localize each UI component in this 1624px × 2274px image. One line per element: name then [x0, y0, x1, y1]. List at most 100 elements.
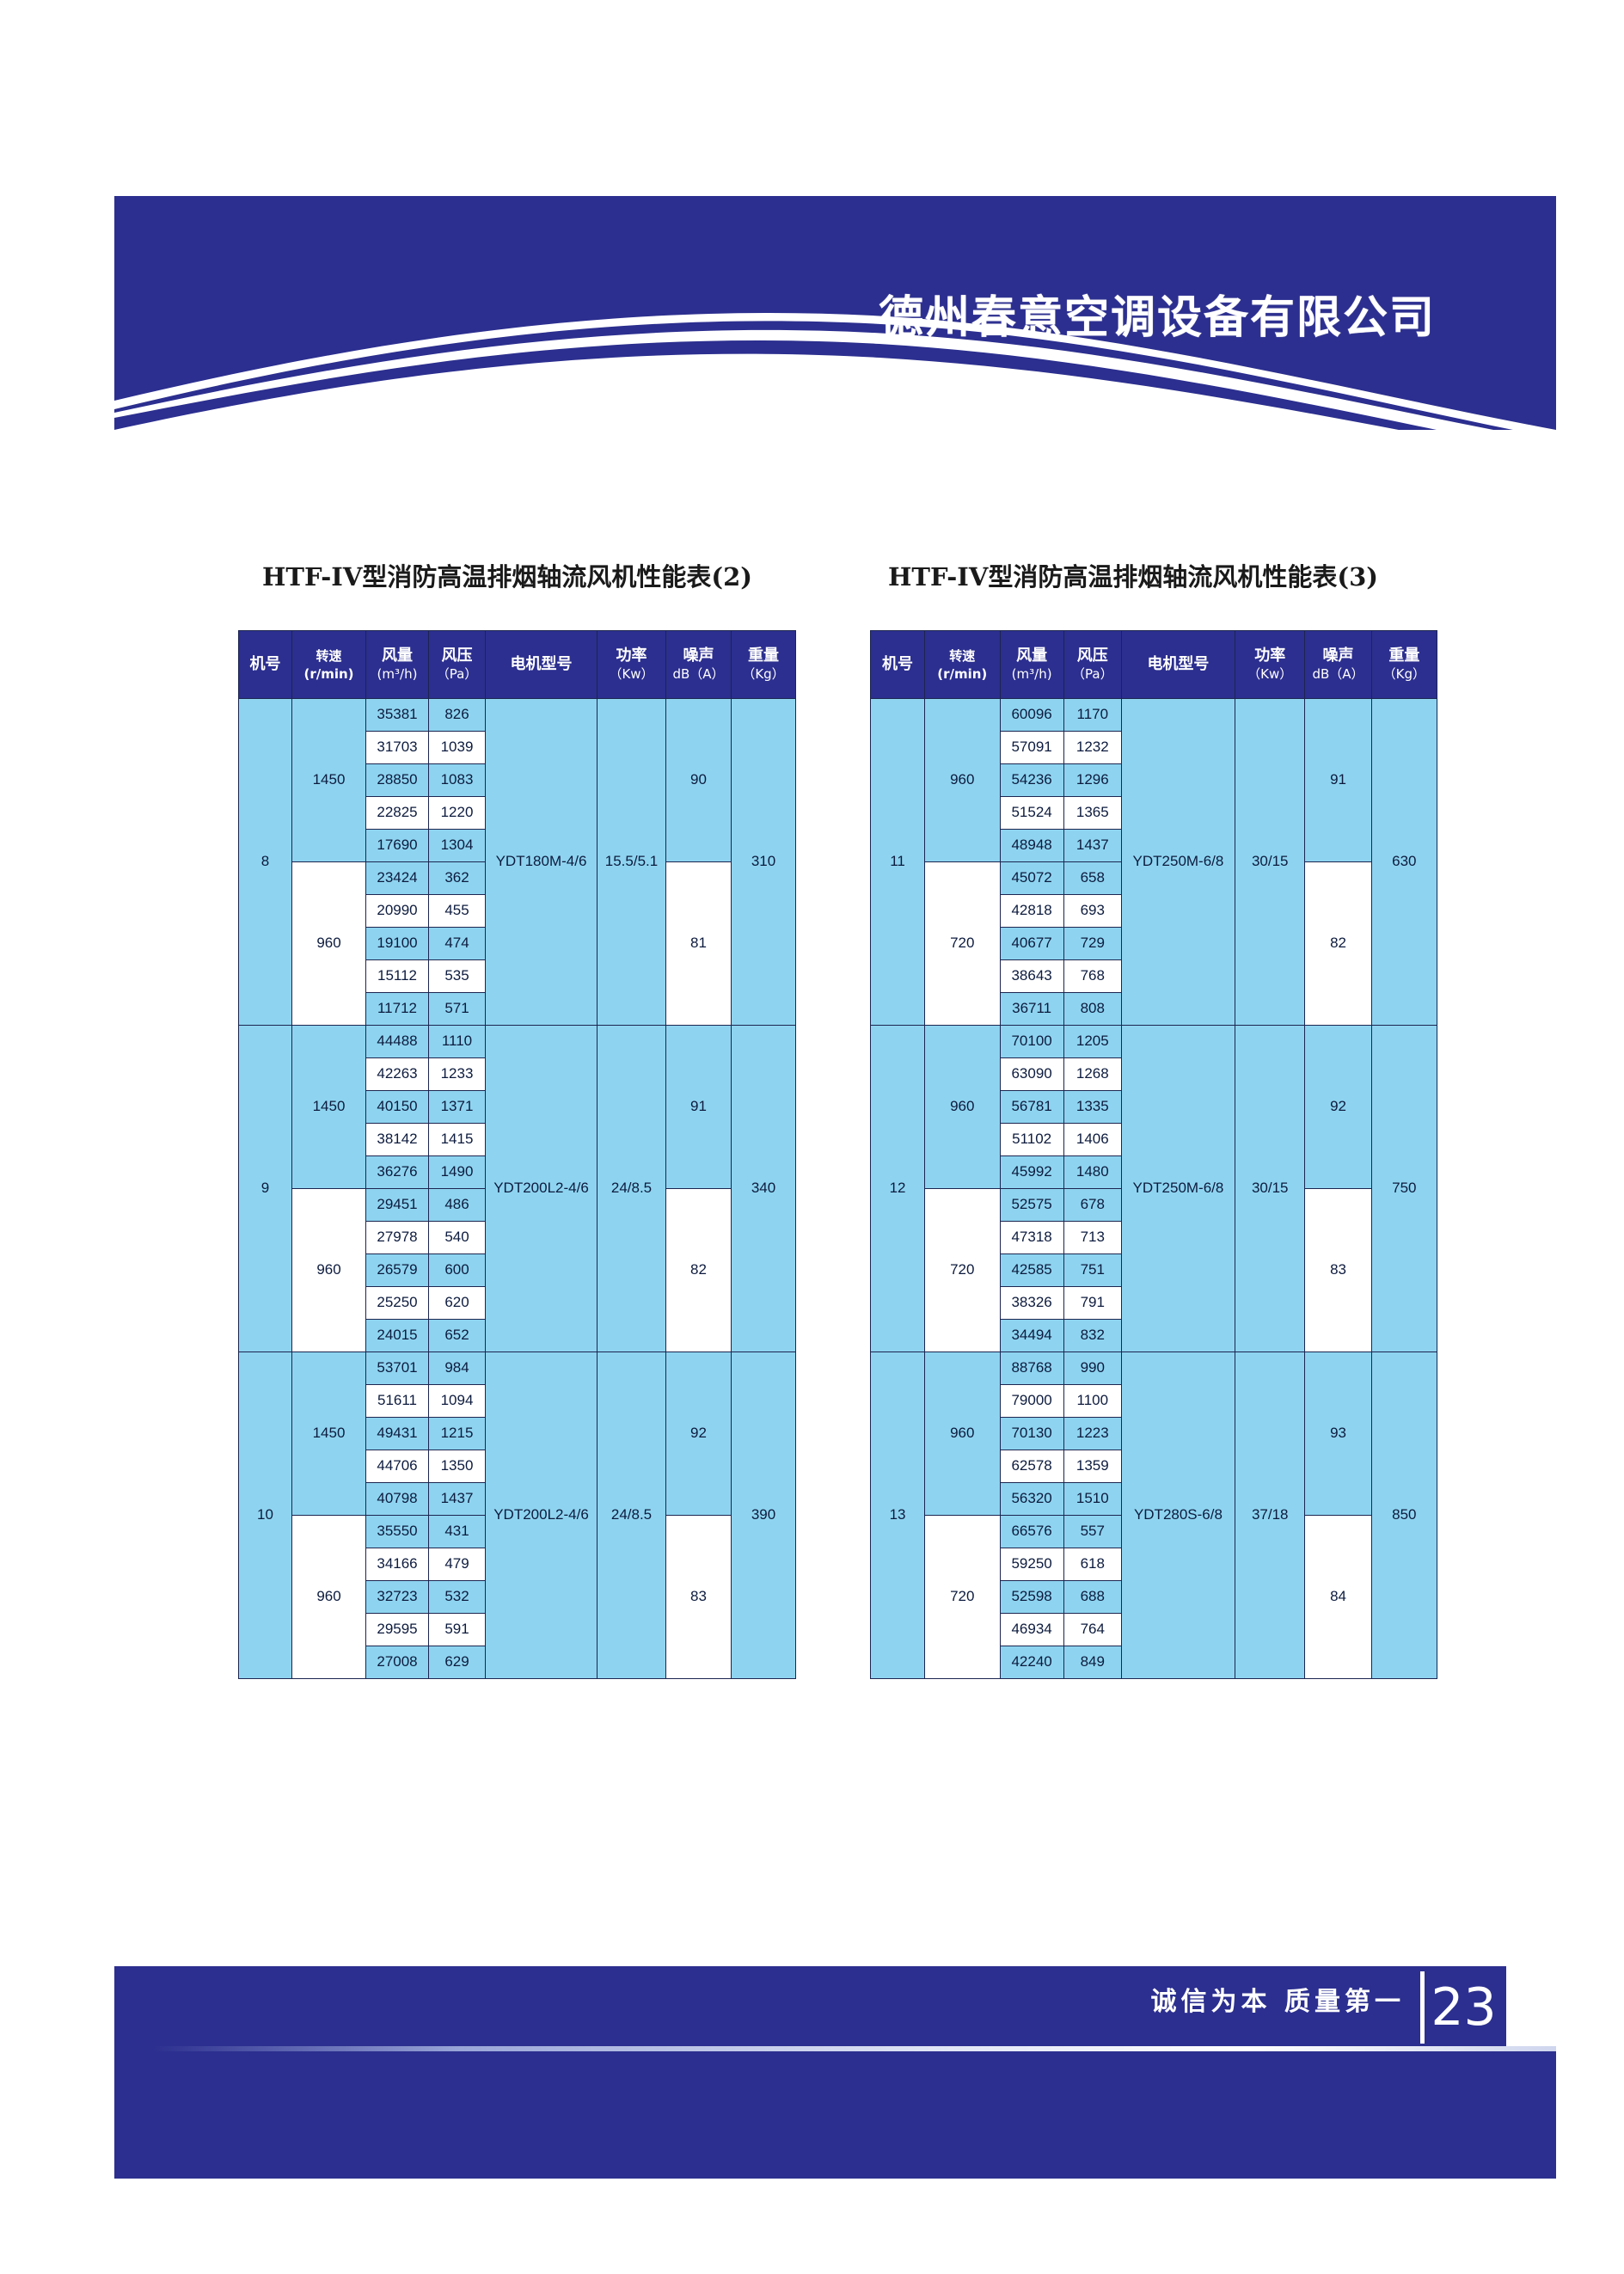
cell-pressure: 791: [1063, 1286, 1122, 1320]
table-row: 48948 1437: [871, 829, 1437, 862]
table-row: 11 960 60096 1170 YDT250M-6/8 30/15 91 630: [869, 698, 1438, 1026]
table-row: 51611 1094: [239, 1384, 796, 1418]
table-row: 38326 791: [871, 1286, 1437, 1320]
table-2-title: HTF-IV型消防高温排烟轴流风机性能表(2): [262, 562, 752, 591]
cell-pressure: 1100: [1063, 1384, 1122, 1418]
cell-pressure: 431: [428, 1515, 486, 1548]
cell-airflow: 54236: [999, 763, 1064, 797]
cell-pressure: 1406: [1063, 1123, 1122, 1156]
col-header-motor-model: 电机型号: [1120, 630, 1236, 699]
cell-pressure: 571: [428, 992, 486, 1026]
cell-pressure: 1083: [428, 763, 486, 797]
cell-motor-model: YDT180M-4/6: [485, 698, 598, 1026]
cell-speed: 960: [291, 1515, 366, 1679]
cell-pressure: 678: [1063, 1188, 1122, 1222]
cell-airflow: 17690: [365, 829, 429, 862]
cell-airflow: 31703: [365, 731, 429, 764]
table-row: 70130 1223: [871, 1417, 1437, 1450]
cell-power: 30/15: [1235, 698, 1306, 1026]
cell-pressure: 479: [428, 1548, 486, 1581]
cell-noise: 81: [665, 861, 732, 1026]
table-row: 36276 1490: [239, 1155, 796, 1189]
cell-airflow: 35550: [365, 1515, 429, 1548]
cell-airflow: 70130: [999, 1417, 1064, 1450]
cell-noise: 83: [1304, 1188, 1372, 1352]
cell-pressure: 1437: [1063, 829, 1122, 862]
performance-table-3: 机号 转速(r/min) 风量 (m³/h) 风压 （Pa） 电机型号 功率 （Kw） 噪声 dB（…: [869, 630, 1438, 1679]
cell-pressure: 1223: [1063, 1417, 1122, 1450]
cell-power: 30/15: [1235, 1025, 1306, 1352]
cell-airflow: 24015: [365, 1319, 429, 1352]
cell-airflow: 27008: [365, 1646, 429, 1679]
cell-pressure: 1039: [428, 731, 486, 764]
cell-pressure: 693: [1063, 894, 1122, 928]
cell-pressure: 1510: [1063, 1482, 1122, 1516]
cell-weight: 630: [1370, 698, 1438, 1026]
cell-airflow: 11712: [365, 992, 429, 1026]
cell-airflow: 40150: [365, 1090, 429, 1124]
page-number: 23: [1420, 1971, 1503, 2044]
cell-pressure: 729: [1063, 927, 1122, 960]
col-header-pressure: 风压 （Pa）: [1063, 630, 1122, 699]
cell-pressure: 1335: [1063, 1090, 1122, 1124]
cell-airflow: 35381: [365, 698, 429, 732]
cell-pressure: 1304: [428, 829, 486, 862]
col-header-motor-model: 电机型号: [485, 630, 598, 699]
cell-motor-model: YDT200L2-4/6: [485, 1025, 598, 1352]
cell-airflow: 52598: [999, 1580, 1064, 1614]
cell-noise: 91: [1304, 698, 1372, 862]
cell-speed: 1450: [291, 1025, 366, 1189]
cell-airflow: 66576: [999, 1515, 1064, 1548]
table-row: 46934 764: [871, 1613, 1437, 1646]
cell-pressure: 1359: [1063, 1450, 1122, 1483]
cell-noise: 90: [665, 698, 732, 862]
cell-pressure: 532: [428, 1580, 486, 1614]
col-header-power: 功率 （Kw）: [597, 630, 666, 699]
cell-pressure: 486: [428, 1188, 486, 1222]
cell-model-no: 11: [869, 698, 926, 1026]
cell-airflow: 51102: [999, 1123, 1064, 1156]
cell-airflow: 45992: [999, 1155, 1064, 1189]
table-row: 63090 1268: [871, 1057, 1437, 1091]
table-row: 47318 713: [871, 1221, 1437, 1254]
cell-speed: 720: [924, 861, 1001, 1026]
cell-weight: 850: [1370, 1352, 1438, 1679]
cell-airflow: 53701: [365, 1352, 429, 1385]
cell-pressure: 808: [1063, 992, 1122, 1026]
table-row: 40798 1437: [239, 1482, 796, 1516]
cell-airflow: 57091: [999, 731, 1064, 764]
col-header-model-no: 机号: [869, 630, 926, 699]
table-3-title: HTF-IV型消防高温排烟轴流风机性能表(3): [888, 562, 1378, 591]
cell-pressure: 1490: [428, 1155, 486, 1189]
cell-pressure: 713: [1063, 1221, 1122, 1254]
cell-pressure: 629: [428, 1646, 486, 1679]
cell-airflow: 38142: [365, 1123, 429, 1156]
cell-pressure: 1220: [428, 796, 486, 830]
cell-airflow: 23424: [365, 861, 429, 895]
table-row: 36711 808: [871, 992, 1437, 1026]
cell-airflow: 52575: [999, 1188, 1064, 1222]
col-header-noise: 噪声 dB（A）: [665, 630, 732, 699]
cell-model-no: 13: [869, 1352, 926, 1679]
table-row: 57091 1232: [871, 731, 1437, 764]
cell-speed: 1450: [291, 1352, 366, 1516]
cell-airflow: 34166: [365, 1548, 429, 1581]
cell-power: 15.5/5.1: [597, 698, 666, 1026]
table-row: 27978 540: [239, 1221, 796, 1254]
cell-pressure: 540: [428, 1221, 486, 1254]
table-row: 20990 455: [239, 894, 796, 928]
table-row: 51524 1365: [871, 796, 1437, 830]
table-row: 11712 571: [239, 992, 796, 1026]
cell-airflow: 70100: [999, 1025, 1064, 1058]
cell-airflow: 36276: [365, 1155, 429, 1189]
cell-pressure: 618: [1063, 1548, 1122, 1581]
cell-speed: 1450: [291, 698, 366, 862]
cell-noise: 91: [665, 1025, 732, 1189]
cell-pressure: 764: [1063, 1613, 1122, 1646]
cell-pressure: 455: [428, 894, 486, 928]
cell-pressure: 620: [428, 1286, 486, 1320]
cell-airflow: 44706: [365, 1450, 429, 1483]
cell-pressure: 751: [1063, 1253, 1122, 1287]
cell-pressure: 826: [428, 698, 486, 732]
